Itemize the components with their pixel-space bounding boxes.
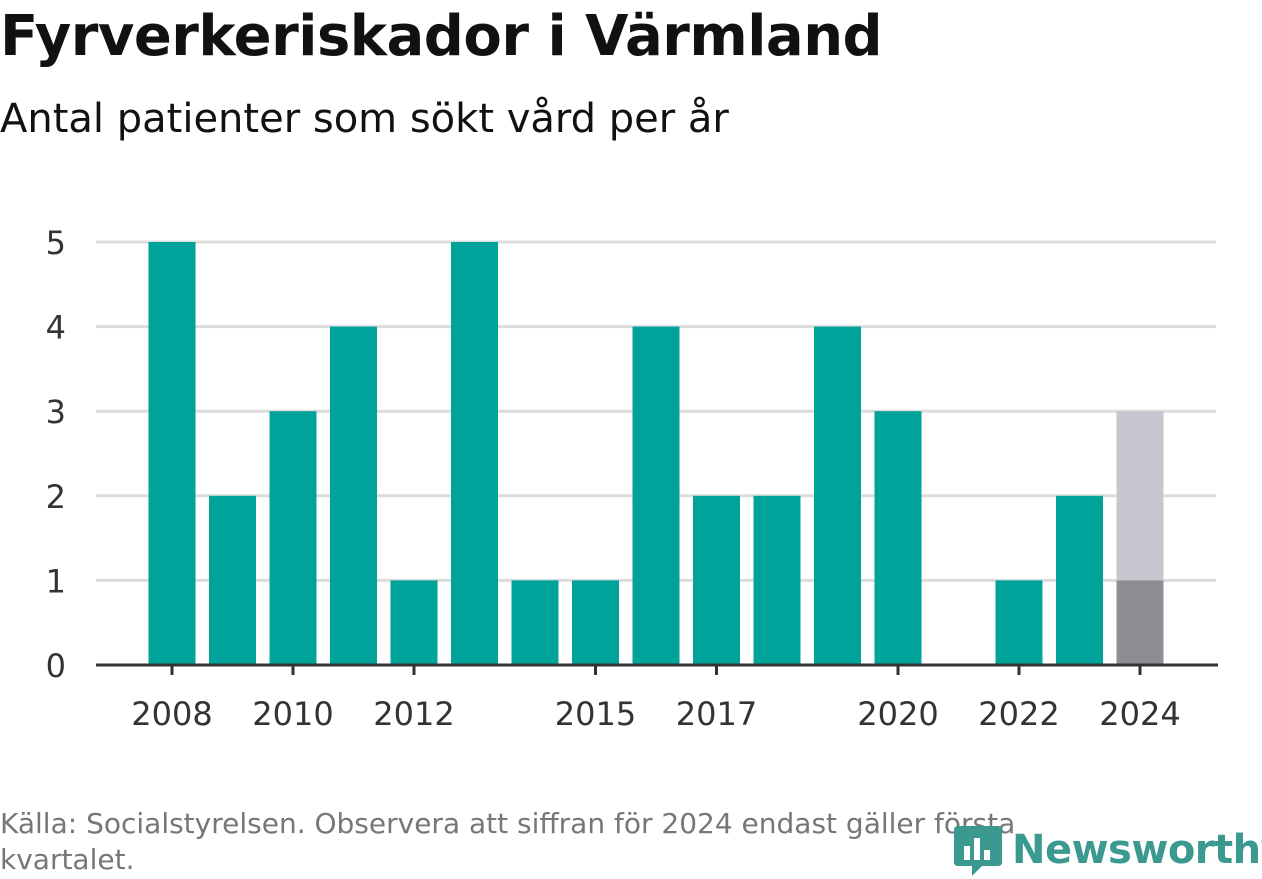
y-axis-ticks: 0 1 2 3 4 5: [46, 224, 66, 685]
bar-2018: [753, 495, 801, 665]
bar-2009: [209, 495, 256, 665]
bar-2022: [995, 580, 1043, 665]
y-tick-label: 0: [46, 647, 66, 685]
bar-2017: [693, 495, 740, 665]
bar-2024: [1116, 580, 1164, 665]
x-tick-label: 2012: [373, 695, 454, 733]
y-tick-label: 4: [46, 309, 66, 347]
bar-2019: [814, 326, 861, 665]
bars: [148, 242, 1164, 665]
x-tick-label: 2010: [252, 695, 333, 733]
bar-2015: [572, 580, 619, 665]
newsworthy-logo-text: Newsworthy: [1012, 827, 1262, 873]
source-note: Källa: Socialstyrelsen. Observera att si…: [0, 807, 1016, 876]
bar-2010: [269, 411, 317, 665]
bar-2008: [148, 242, 196, 665]
x-tick-label: 2015: [555, 695, 636, 733]
bar-projection-2024: [1116, 411, 1164, 581]
x-tick-label: 2022: [978, 695, 1059, 733]
bar-2013: [451, 242, 498, 665]
x-tick-label: 2024: [1099, 695, 1180, 733]
x-tick-label: 2020: [857, 695, 938, 733]
x-tick-label: 2017: [676, 695, 757, 733]
x-tick-label: 2008: [131, 695, 212, 733]
y-tick-label: 5: [46, 224, 66, 262]
bar-2016: [632, 326, 680, 665]
bar-2014: [511, 580, 559, 665]
x-axis-ticks: 2008 2010 2012 2015 2017 2020 2022 2024: [131, 665, 1181, 733]
y-tick-label: 2: [46, 478, 66, 516]
y-tick-label: 1: [46, 562, 66, 600]
bar-2012: [390, 580, 438, 665]
bar-2011: [330, 326, 377, 665]
bar-2023: [1056, 495, 1103, 665]
y-tick-label: 3: [46, 393, 66, 431]
newsworthy-logo-icon: [954, 826, 1002, 876]
chart-title: Fyrverkeriskador i Värmland: [0, 4, 883, 69]
chart-subtitle: Antal patienter som sökt vård per år: [0, 96, 729, 142]
bar-2020: [874, 411, 922, 665]
newsworthy-logo: Newsworthy: [952, 822, 1262, 878]
